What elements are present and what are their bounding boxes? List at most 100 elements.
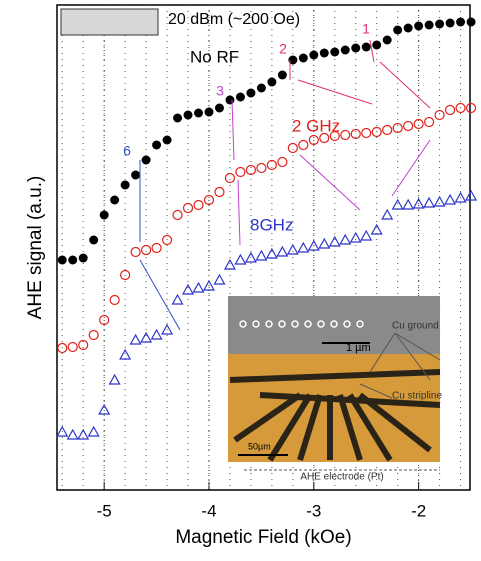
point: [288, 55, 298, 65]
point: [99, 210, 109, 220]
point: [183, 110, 193, 120]
point: [108, 373, 121, 385]
point: [391, 198, 404, 210]
annotation: 3: [216, 83, 224, 99]
annotation-box: [60, 8, 159, 36]
point: [88, 329, 99, 341]
point: [161, 234, 173, 246]
point: [267, 77, 277, 87]
point: [393, 25, 403, 35]
annotation: 20 dBm (~200 Oe): [168, 11, 300, 28]
point: [319, 48, 329, 58]
point: [89, 235, 99, 245]
point: [235, 166, 246, 178]
series-label: No RF: [190, 47, 239, 66]
point: [256, 162, 267, 174]
point: [307, 239, 320, 251]
point: [203, 194, 215, 206]
point: [361, 42, 371, 52]
point: [130, 246, 141, 258]
point: [225, 95, 235, 105]
inset-label: Cu stripline: [392, 391, 442, 402]
point: [57, 255, 67, 265]
point: [371, 126, 382, 138]
annotation: 6: [123, 143, 131, 159]
inset-label: Cu ground: [392, 321, 439, 332]
point: [120, 180, 130, 190]
point: [319, 132, 330, 144]
point: [444, 104, 456, 116]
point: [424, 116, 435, 128]
point: [171, 293, 184, 305]
point: [361, 127, 372, 139]
point: [214, 103, 224, 113]
point: [182, 202, 194, 214]
point: [129, 333, 142, 345]
point: [140, 244, 152, 256]
point: [382, 35, 392, 45]
point: [192, 281, 205, 293]
point: [224, 172, 236, 184]
sem-dots: [239, 320, 364, 328]
point: [370, 223, 383, 235]
point: [56, 425, 69, 437]
point: [182, 283, 195, 295]
point: [204, 107, 214, 117]
point: [454, 191, 467, 203]
point: [99, 314, 110, 326]
point: [340, 45, 350, 55]
point: [131, 170, 141, 180]
point: [456, 17, 466, 27]
series-label: 8GHz: [250, 215, 293, 234]
point: [245, 164, 257, 176]
point: [465, 102, 477, 114]
scale-label: 50µm: [248, 441, 271, 451]
point: [465, 189, 478, 201]
point: [403, 23, 413, 33]
point: [433, 195, 446, 207]
point: [161, 323, 174, 335]
point: [455, 102, 466, 114]
point: [234, 253, 247, 265]
point: [340, 129, 351, 141]
pointer-lines: [244, 332, 441, 471]
point: [119, 348, 132, 360]
point: [67, 341, 78, 353]
point: [286, 243, 299, 255]
point: [423, 196, 436, 208]
point: [360, 229, 373, 241]
point: [466, 17, 476, 27]
point: [194, 108, 204, 118]
y-axis-label: AHE signal (a.u.): [25, 176, 46, 320]
point: [412, 197, 425, 209]
point: [214, 186, 225, 198]
point: [141, 155, 151, 165]
point: [150, 328, 163, 340]
point: [413, 118, 424, 130]
point: [57, 342, 68, 354]
point: [202, 279, 216, 291]
annotation: 1: [362, 21, 370, 37]
point: [309, 50, 319, 60]
point: [109, 294, 120, 306]
point: [152, 140, 162, 150]
point: [308, 134, 319, 146]
point: [287, 142, 298, 154]
point: [162, 135, 172, 145]
point: [213, 273, 226, 285]
point: [98, 403, 111, 415]
point: [392, 122, 403, 134]
x-tick-label: -3: [306, 501, 321, 520]
inset: 1 µm Cu ground Cu stripline 50µm AHE ele…: [228, 296, 442, 483]
point: [255, 249, 268, 261]
point: [78, 339, 89, 351]
x-tick-label: -2: [411, 501, 426, 520]
point: [110, 195, 120, 205]
point: [444, 193, 457, 205]
x-tick-label: -5: [97, 501, 112, 520]
point: [151, 242, 162, 254]
point: [120, 269, 131, 281]
point: [330, 47, 340, 57]
point: [277, 156, 288, 168]
point: [87, 425, 100, 437]
